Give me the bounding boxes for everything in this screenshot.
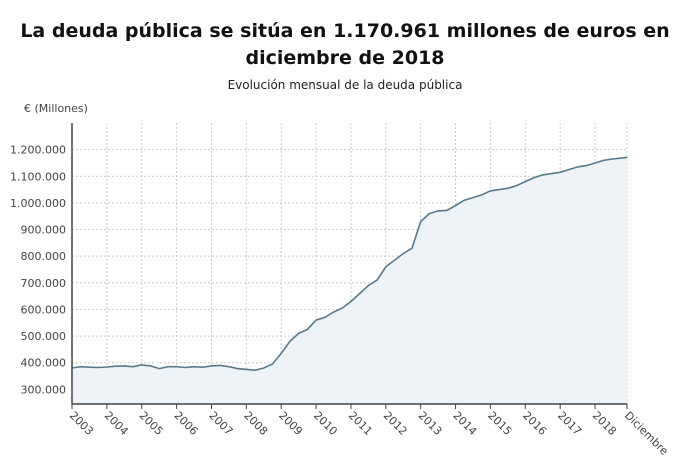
data-point <box>463 199 465 201</box>
y-tick-label: 700.000 <box>21 277 67 290</box>
y-tick-label: 1.100.000 <box>10 170 66 183</box>
x-tick-label: 2018 <box>590 409 619 438</box>
y-tick-label: 400.000 <box>21 357 67 370</box>
data-point <box>402 252 404 255</box>
x-tick-label: 2012 <box>381 409 410 438</box>
y-tick-label: 1.200.000 <box>10 144 66 157</box>
data-point <box>481 194 483 196</box>
data-point <box>359 292 361 295</box>
x-tick-label: 2007 <box>206 409 235 438</box>
data-point <box>611 158 614 160</box>
x-tick-label: 2015 <box>485 409 514 438</box>
y-tick-label: 900.000 <box>21 224 67 237</box>
data-point <box>306 328 308 331</box>
x-tick-label: 2010 <box>311 409 340 438</box>
data-point <box>271 363 274 365</box>
data-point <box>472 196 474 199</box>
series-area <box>72 157 627 404</box>
data-point <box>237 367 239 370</box>
x-tick-label: Diciembre <box>622 409 671 458</box>
x-tick-label: 2003 <box>67 409 96 438</box>
data-point <box>454 204 457 207</box>
data-point <box>158 367 160 370</box>
data-point <box>324 316 326 319</box>
y-axis-label: € (Millones) <box>24 102 88 115</box>
data-point <box>585 165 587 167</box>
chart-subtitle: Evolución mensual de la deuda pública <box>227 78 463 92</box>
data-point <box>167 366 169 368</box>
data-point <box>603 159 605 161</box>
data-point <box>210 365 213 367</box>
data-point <box>420 220 422 223</box>
data-point <box>245 368 247 370</box>
x-tick-label: 2017 <box>555 409 584 438</box>
data-point <box>437 210 439 212</box>
data-point <box>507 187 509 189</box>
y-tick-label: 1.000.000 <box>10 197 66 210</box>
data-point <box>594 162 596 164</box>
x-tick-label: 2005 <box>137 409 166 438</box>
data-point <box>298 332 300 335</box>
data-point <box>132 366 134 368</box>
data-point <box>280 352 282 354</box>
data-point <box>428 212 431 215</box>
chart-title: La deuda pública se sitúa en 1.170.961 m… <box>20 20 670 69</box>
data-point <box>626 156 628 158</box>
data-point <box>515 184 518 187</box>
data-point <box>141 364 143 366</box>
data-point <box>489 190 492 192</box>
y-tick-label: 300.000 <box>21 383 67 396</box>
data-point <box>524 180 526 183</box>
data-point <box>376 279 378 281</box>
data-point <box>533 177 535 179</box>
data-point <box>332 311 335 313</box>
data-point <box>176 366 178 368</box>
data-point <box>550 173 553 175</box>
data-point <box>263 367 265 369</box>
x-tick-label: 2014 <box>450 409 479 438</box>
data-point <box>202 366 204 368</box>
data-point <box>350 300 352 303</box>
data-point <box>498 188 500 191</box>
data-point <box>193 366 195 368</box>
data-point <box>106 366 108 368</box>
x-tick-label: 2011 <box>346 409 375 438</box>
x-tick-label: 2008 <box>241 409 270 438</box>
data-point <box>184 366 186 369</box>
data-point <box>568 169 570 171</box>
data-point <box>123 365 125 367</box>
data-point <box>367 284 369 287</box>
data-point <box>446 209 448 211</box>
data-point <box>393 259 396 261</box>
data-point <box>542 174 544 176</box>
data-point <box>289 340 291 343</box>
data-point <box>341 307 343 309</box>
data-point <box>228 366 230 368</box>
x-tick-label: 2016 <box>520 409 549 438</box>
data-point <box>559 171 561 173</box>
data-point <box>315 319 317 321</box>
x-tick-label: 2009 <box>276 409 305 438</box>
data-point <box>219 364 221 366</box>
data-point <box>114 365 117 367</box>
data-point <box>88 366 91 368</box>
data-point <box>411 247 413 249</box>
x-tick-label: 2004 <box>102 409 131 438</box>
data-point <box>149 365 152 367</box>
x-tick-label: 2006 <box>171 409 200 438</box>
y-tick-label: 800.000 <box>21 250 67 263</box>
y-tick-label: 500.000 <box>21 330 67 343</box>
data-point <box>80 366 82 368</box>
data-point <box>254 369 256 371</box>
series-line <box>71 156 628 372</box>
x-tick-label: 2013 <box>416 409 445 438</box>
y-tick-label: 600.000 <box>21 303 67 316</box>
data-point <box>97 366 99 369</box>
data-point <box>385 266 387 268</box>
data-point <box>577 166 579 168</box>
